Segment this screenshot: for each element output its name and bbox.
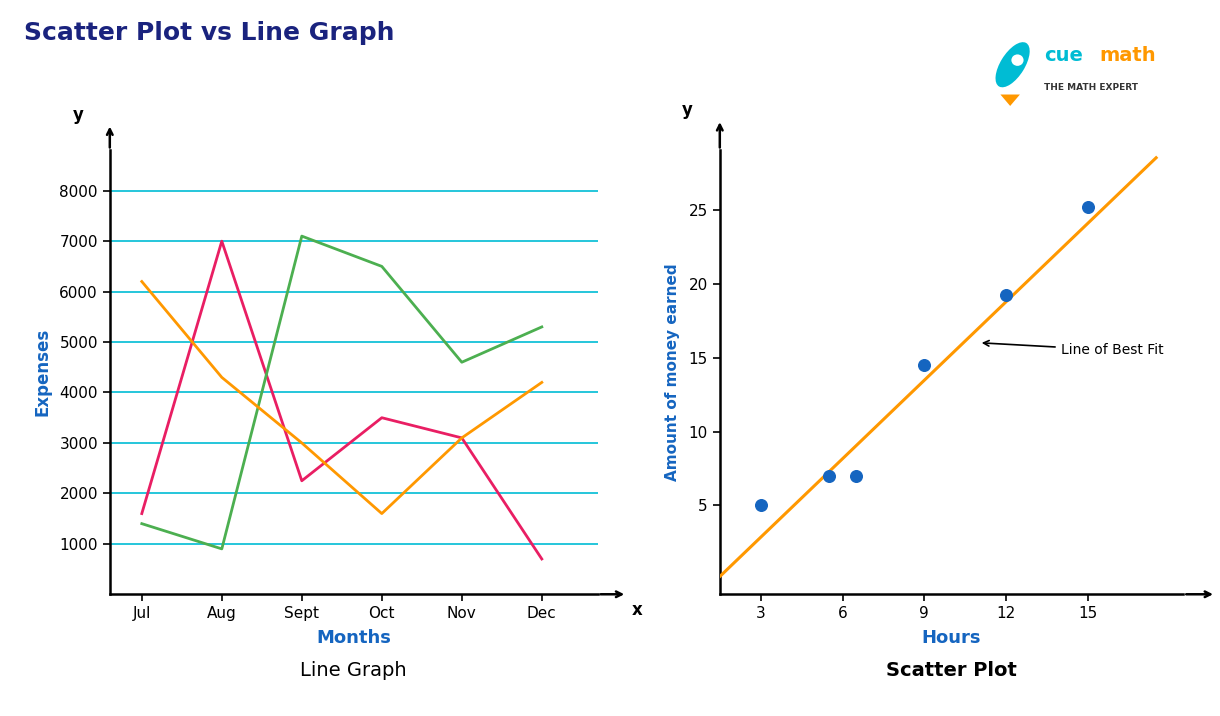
Text: y: y <box>73 106 83 124</box>
Point <box>819 470 838 482</box>
Circle shape <box>1011 54 1024 66</box>
Point <box>1078 201 1098 213</box>
Text: y: y <box>682 101 693 120</box>
Text: cue: cue <box>1044 46 1083 65</box>
Y-axis label: Amount of money earned: Amount of money earned <box>665 263 681 481</box>
Point <box>915 359 935 371</box>
Text: THE MATH EXPERT: THE MATH EXPERT <box>1044 83 1138 92</box>
Text: Line of Best Fit: Line of Best Fit <box>983 341 1164 357</box>
Polygon shape <box>1000 95 1020 106</box>
X-axis label: Hours: Hours <box>922 629 981 647</box>
Point <box>847 470 866 482</box>
Point <box>997 290 1016 301</box>
Point <box>752 500 771 511</box>
X-axis label: Months: Months <box>316 629 392 647</box>
Text: x: x <box>632 601 643 619</box>
Text: Scatter Plot vs Line Graph: Scatter Plot vs Line Graph <box>24 21 395 46</box>
Text: Line Graph: Line Graph <box>300 661 407 680</box>
Text: math: math <box>1099 46 1155 65</box>
Ellipse shape <box>996 42 1030 87</box>
Text: Scatter Plot: Scatter Plot <box>886 661 1017 680</box>
Y-axis label: Expenses: Expenses <box>33 328 51 417</box>
